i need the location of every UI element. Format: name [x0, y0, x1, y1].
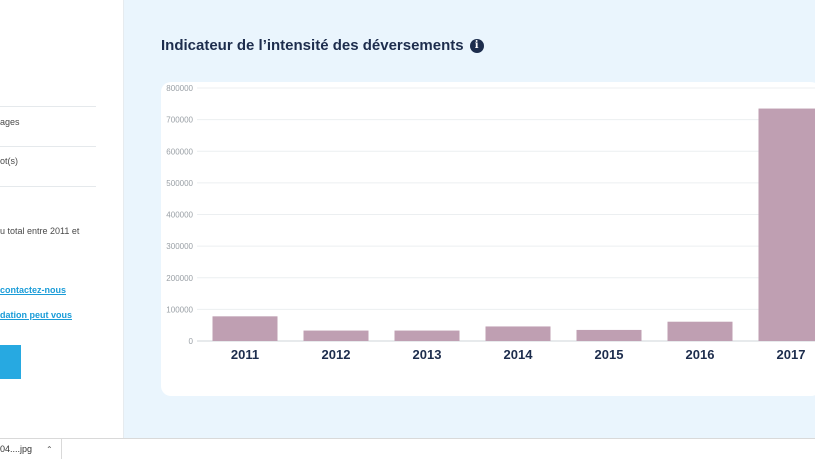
chart-title: Indicateur de l’intensité des déversemen… [161, 37, 464, 54]
x-tick-label: 2017 [777, 347, 806, 362]
download-bar: 04....jpg ⌃ [0, 438, 815, 459]
y-tick-label: 500000 [166, 179, 193, 188]
download-file-name: 04....jpg [0, 444, 32, 454]
left-text-2: ot(s) [0, 156, 18, 166]
divider [0, 106, 96, 107]
chart-card: 0 100000 200000 300000 400000 500000 600000 700… [161, 82, 815, 396]
y-tick-label: 100000 [166, 305, 193, 314]
bar-2016[interactable] [668, 322, 733, 341]
bar-2011[interactable] [213, 316, 278, 341]
x-tick-label: 2013 [413, 347, 442, 362]
contact-link[interactable]: contactez-nous [0, 285, 66, 295]
left-panel: ages ot(s) u total entre 2011 et contact… [0, 0, 124, 438]
bar-2015[interactable] [577, 330, 642, 341]
bar-2012[interactable] [304, 331, 369, 341]
divider [0, 186, 96, 187]
main-content: Indicateur de l’intensité des déversemen… [124, 0, 815, 438]
left-text-3: u total entre 2011 et [0, 226, 79, 236]
y-tick-label: 0 [189, 337, 194, 346]
x-tick-label: 2016 [686, 347, 715, 362]
y-tick-label: 600000 [166, 147, 193, 156]
y-tick-label: 800000 [166, 84, 193, 93]
info-icon[interactable]: i [470, 39, 484, 53]
x-tick-label: 2011 [231, 347, 259, 362]
bar-2013[interactable] [395, 331, 460, 341]
y-tick-label: 200000 [166, 274, 193, 283]
action-button[interactable] [0, 345, 21, 379]
download-item[interactable]: 04....jpg ⌃ [0, 439, 62, 459]
bar-chart: 0 100000 200000 300000 400000 500000 600000 700… [161, 82, 815, 396]
foundation-link[interactable]: dation peut vous [0, 310, 72, 320]
divider [0, 146, 96, 147]
chart-title-row: Indicateur de l’intensité des déversemen… [161, 37, 484, 54]
y-tick-label: 700000 [166, 116, 193, 125]
bar-2017[interactable] [759, 109, 815, 341]
y-tick-label: 300000 [166, 242, 193, 251]
bar-2014[interactable] [486, 326, 551, 341]
chevron-up-icon[interactable]: ⌃ [46, 445, 53, 454]
x-tick-label: 2015 [595, 347, 624, 362]
x-tick-label: 2012 [322, 347, 351, 362]
left-text-1: ages [0, 117, 20, 127]
y-tick-label: 400000 [166, 211, 193, 220]
x-tick-label: 2014 [504, 347, 534, 362]
